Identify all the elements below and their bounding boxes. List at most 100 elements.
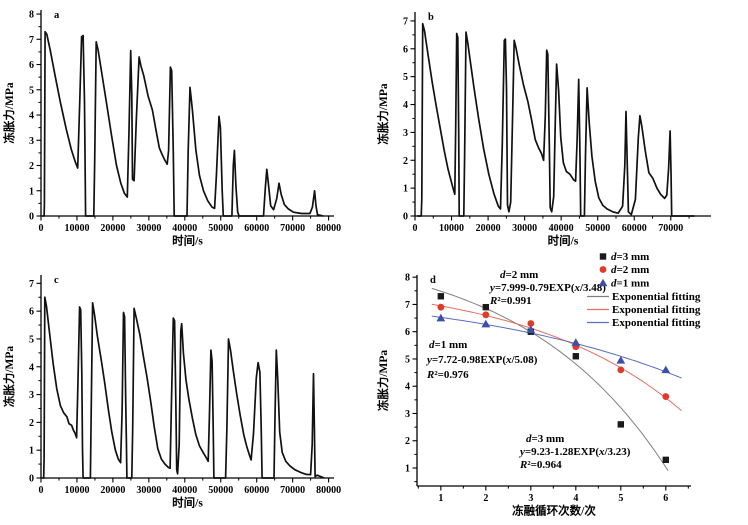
y-tick-label: 1: [405, 464, 410, 475]
panel-label: b: [428, 12, 434, 23]
marker-circle: [662, 393, 670, 400]
marker-triangle: [616, 356, 626, 364]
annotation-line: R²=0.991: [489, 295, 532, 307]
y-tick-label: 6: [29, 307, 34, 318]
y-tick-label: 3: [405, 409, 410, 420]
marker-square: [662, 456, 670, 464]
annotation-line: y=7.72-0.98EXP(x/5.08): [425, 354, 538, 366]
annotation-line: y=7.999-0.79EXP(x/3.48): [488, 282, 606, 294]
chart-a: 0 10000 20000 30000 40000 50000 60000 70000 8000…: [0, 0, 374, 262]
x-tick-label: 60000: [244, 223, 269, 234]
x-axis-label: 时间/s: [548, 234, 579, 248]
x-tick-label: 10000: [64, 485, 89, 496]
y-tick-label: 2: [403, 156, 408, 167]
fit-curve: [431, 315, 682, 379]
y-tick-label: 0: [403, 212, 408, 223]
y-tick-label: 6: [405, 327, 410, 338]
y-tick-label: 7: [403, 16, 408, 27]
x-tick-label: 70000: [280, 485, 305, 496]
y-axis-label: 冻胀力/MPa: [2, 82, 16, 144]
x-tick-label: 80000: [316, 223, 341, 234]
chart-c-canvas: 0 10000 20000 30000 40000 50000 60000 70000 8000…: [2, 275, 341, 510]
marker-circle: [599, 266, 607, 273]
annotation-line: d=2 mm: [500, 269, 538, 281]
x-tick-label: 50000: [208, 485, 233, 496]
y-tick-label: 3: [29, 136, 34, 147]
x-tick-label: 30000: [136, 223, 161, 234]
y-tick-label: 7: [29, 279, 34, 290]
chart-a-canvas: 0 10000 20000 30000 40000 50000 60000 70000 8000…: [2, 10, 341, 248]
panel-label: c: [54, 275, 59, 286]
x-tick-label: 10000: [439, 223, 464, 234]
y-tick-label: 4: [403, 100, 408, 111]
chart-d: 1 2 3 4 5 6 1 2 3 4 5 6 7 8 冻融循环次数/次 冻胀力/MPa d d=2 mm y=7.…: [374, 248, 748, 525]
x-tick-label: 3: [528, 493, 533, 504]
marker-triangle: [526, 325, 536, 334]
y-tick-label: 5: [29, 334, 34, 345]
y-tick-label: 5: [405, 354, 410, 365]
x-tick-label: 80000: [316, 485, 341, 496]
marker-square: [572, 353, 580, 360]
series-line: [42, 296, 325, 479]
marker-circle: [437, 303, 445, 311]
y-tick-label: 4: [29, 111, 34, 122]
annotation-line: R²=0.976: [426, 369, 469, 381]
marker-triangle: [598, 278, 608, 287]
y-tick-label: 2: [29, 161, 34, 172]
y-tick-label: 6: [403, 44, 408, 55]
x-tick-label: 50000: [208, 223, 233, 234]
marker-circle: [482, 311, 490, 319]
y-tick-label: 1: [29, 446, 34, 457]
y-tick-label: 1: [29, 186, 34, 197]
y-tick-label: 0: [29, 474, 34, 485]
legend-label: Exponential fitting: [612, 317, 701, 329]
y-tick-label: 2: [405, 436, 410, 447]
y-axis-label: 冻胀力/MPa: [376, 350, 390, 412]
x-tick-label: 30000: [136, 485, 161, 496]
x-tick-label: 0: [39, 485, 44, 496]
chart-b: 0 10000 20000 30000 40000 50000 60000 70000 0 1 2 3…: [374, 0, 748, 262]
marker-triangle: [481, 319, 491, 328]
chart-b-canvas: 0 10000 20000 30000 40000 50000 60000 70000 0 1 2 3…: [376, 12, 711, 248]
marker-triangle: [661, 365, 671, 374]
y-tick-label: 2: [29, 418, 34, 429]
legend-label: Exponential fitting: [612, 304, 701, 316]
y-tick-label: 7: [29, 35, 34, 46]
x-tick-label: 6: [663, 493, 668, 504]
y-tick-label: 1: [403, 184, 408, 195]
fit-curve: [431, 303, 682, 412]
annotation-line: d=1 mm: [429, 339, 467, 351]
x-axis-label: 时间/s: [172, 496, 203, 510]
marker-square: [482, 303, 490, 311]
x-tick-label: 10000: [64, 223, 89, 234]
x-tick-label: 0: [413, 223, 418, 234]
y-tick-label: 3: [29, 390, 34, 401]
x-tick-label: 60000: [244, 485, 269, 496]
x-tick-label: 30000: [512, 223, 537, 234]
marker-square: [617, 421, 625, 428]
y-tick-label: 7: [405, 300, 410, 311]
x-tick-label: 40000: [172, 485, 197, 496]
y-tick-label: 3: [403, 128, 408, 139]
series-line: [417, 22, 695, 217]
x-tick-label: 20000: [476, 223, 501, 234]
marker-square: [599, 253, 607, 260]
x-tick-label: 60000: [622, 223, 647, 234]
legend-label: d=2 mm: [611, 264, 649, 276]
fit-curve: [431, 287, 669, 471]
x-axis-label: 时间/s: [172, 234, 203, 248]
x-tick-label: 40000: [172, 223, 197, 234]
x-tick-label: 40000: [549, 223, 574, 234]
legend-label: d=3 mm: [611, 251, 649, 263]
y-tick-label: 0: [29, 212, 34, 223]
y-tick-label: 8: [29, 10, 34, 21]
y-axis-label: 冻胀力/MPa: [376, 83, 390, 145]
legend-label: Exponential fitting: [612, 291, 701, 303]
y-tick-label: 4: [29, 362, 34, 373]
x-tick-label: 20000: [100, 223, 125, 234]
x-tick-label: 0: [39, 223, 44, 234]
marker-circle: [617, 366, 625, 374]
x-tick-label: 2: [483, 493, 488, 504]
